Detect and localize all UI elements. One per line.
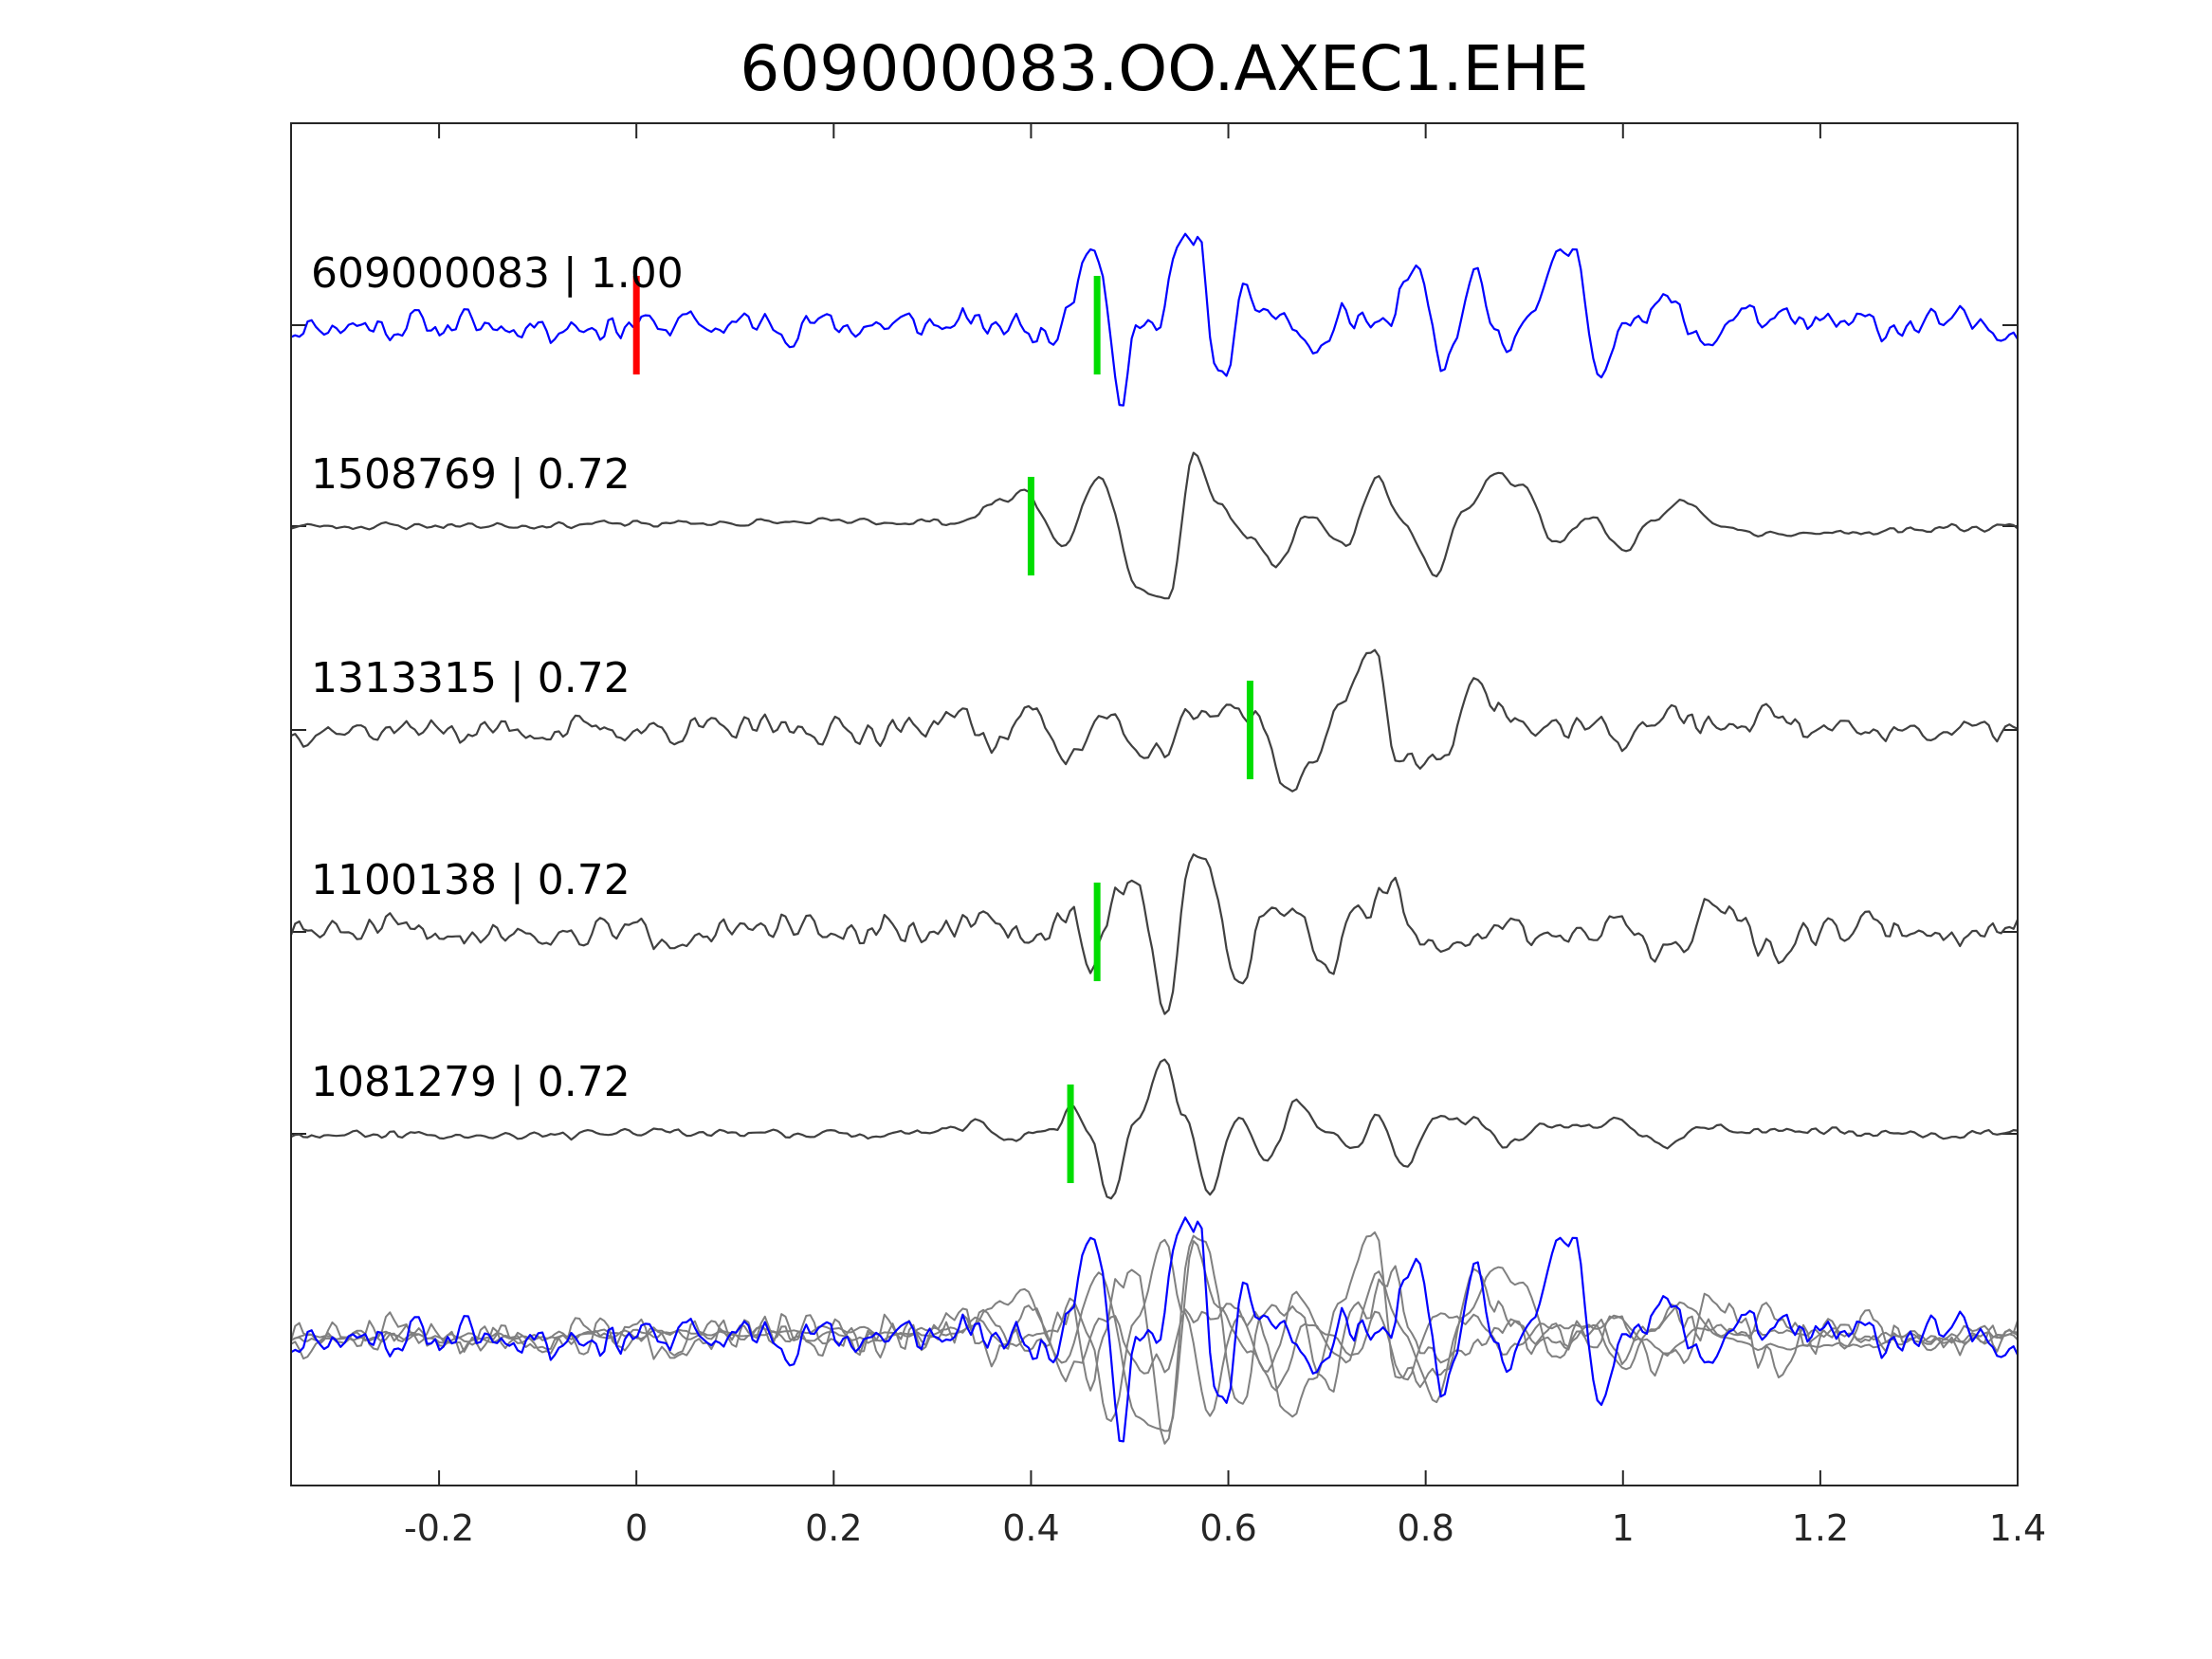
trace-line-1508769 bbox=[290, 451, 2019, 600]
plot-area: 609000083 | 1.00 1508769 | 0.72 1313315 | … bbox=[289, 232, 2020, 1445]
x-tick-label: 0.6 bbox=[1199, 1507, 1256, 1549]
overlay-trace-1313315 bbox=[290, 1231, 2019, 1418]
chart-title: 609000083.OO.AXEC1.EHE bbox=[740, 32, 1588, 105]
overlay-trace-1081279 bbox=[290, 1238, 2019, 1422]
trace-line-609000083 bbox=[290, 232, 2019, 407]
x-tick-label: 1.4 bbox=[1989, 1507, 2046, 1549]
x-tick-label: 1 bbox=[1612, 1507, 1635, 1549]
trace-label-1313315: 1313315 | 0.72 bbox=[311, 654, 631, 702]
x-tick-label: 1.2 bbox=[1792, 1507, 1849, 1549]
trace-label-1508769: 1508769 | 0.72 bbox=[311, 450, 631, 499]
overlay-trace-609000083 bbox=[290, 1216, 2019, 1443]
trace-label-1081279: 1081279 | 0.72 bbox=[311, 1058, 631, 1106]
plot-frame bbox=[290, 122, 2019, 1486]
x-tick-label: 0.4 bbox=[1002, 1507, 1059, 1549]
x-tick-label: 0.8 bbox=[1397, 1507, 1453, 1549]
trace-label-1100138: 1100138 | 0.72 bbox=[311, 856, 631, 904]
x-tick-label: 0 bbox=[625, 1507, 648, 1549]
trace-line-1100138 bbox=[289, 853, 2020, 1015]
x-tick-label: -0.2 bbox=[404, 1507, 474, 1549]
x-axis: -0.2 0 0.2 0.4 0.6 0.8 1 1.2 1.4 bbox=[290, 122, 2046, 1549]
trace-label-609000083: 609000083 | 1.00 bbox=[311, 249, 684, 298]
trace-line-1313315 bbox=[290, 648, 2019, 793]
overlay-trace-1100138 bbox=[290, 1234, 2019, 1445]
x-tick-label: 0.2 bbox=[805, 1507, 862, 1549]
trace-line-1081279 bbox=[290, 1058, 2019, 1200]
